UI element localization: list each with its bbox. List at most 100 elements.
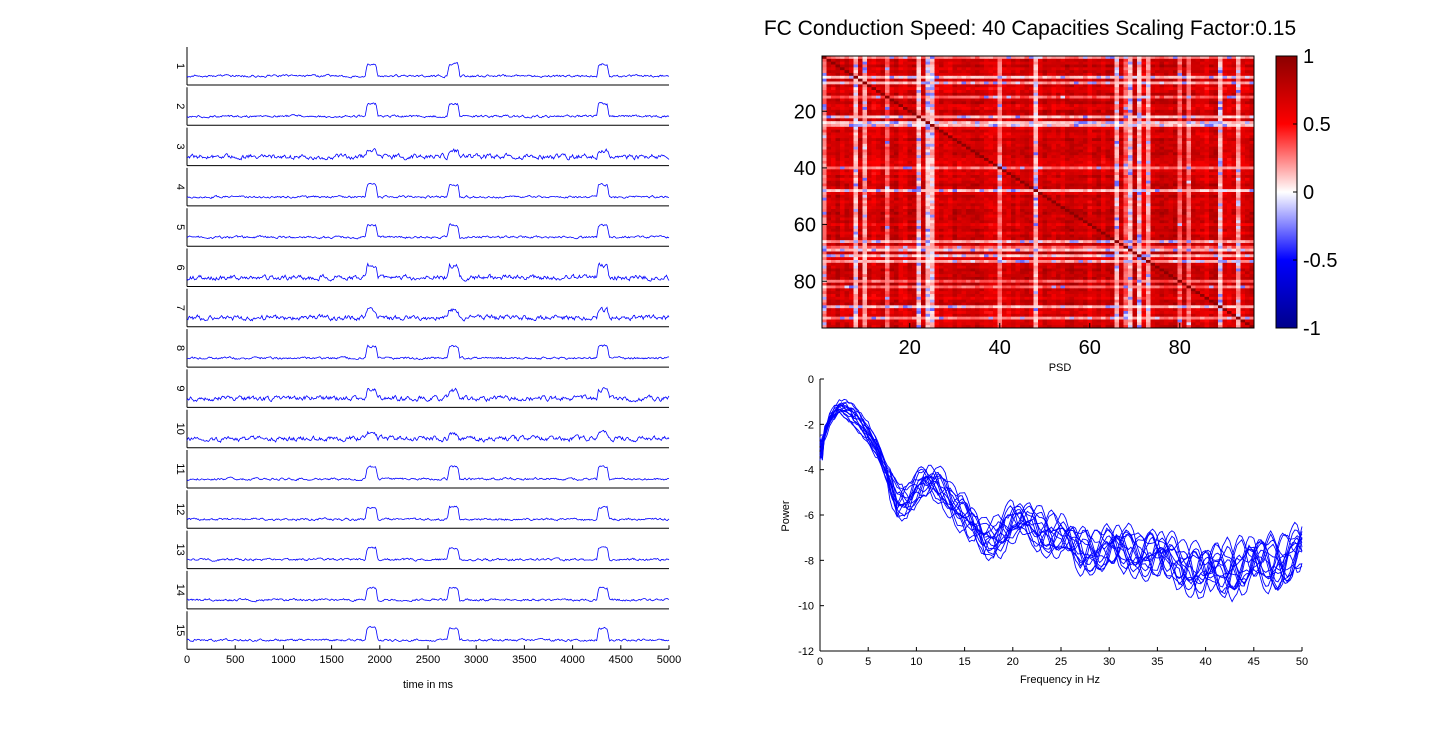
fc-cell xyxy=(1024,183,1030,187)
fc-cell xyxy=(1236,175,1241,179)
fc-cell xyxy=(898,95,904,99)
fc-cell xyxy=(993,197,998,201)
fc-cell xyxy=(1137,101,1142,105)
fc-cell xyxy=(1092,180,1097,184)
channel-axes: 13 xyxy=(174,530,670,570)
fc-cell xyxy=(1164,129,1169,133)
fc-cell xyxy=(957,180,962,184)
fc-cell xyxy=(1074,107,1079,111)
fc-cell xyxy=(1042,73,1048,77)
fc-cell xyxy=(975,87,980,91)
fc-cell xyxy=(1015,78,1021,82)
fc-cell xyxy=(1119,180,1124,184)
fc-cell xyxy=(1096,104,1102,108)
fc-cell xyxy=(1231,163,1237,167)
fc-cell xyxy=(1011,61,1016,65)
fc-cell xyxy=(1029,126,1034,131)
fc-cell xyxy=(1186,61,1192,65)
fc-cell xyxy=(1249,152,1255,156)
fc-cell xyxy=(1069,186,1075,190)
fc-cell xyxy=(975,70,980,74)
fc-cell xyxy=(993,155,998,159)
fc-cell xyxy=(952,87,958,91)
fc-cell xyxy=(1069,132,1075,136)
fc-cell xyxy=(1105,56,1111,60)
fc-cell xyxy=(898,189,904,193)
fc-cell xyxy=(849,118,854,122)
fc-cell xyxy=(1150,112,1156,116)
fc-cell xyxy=(1195,95,1201,99)
fc-cell xyxy=(907,135,913,139)
fc-cell xyxy=(943,180,949,184)
fc-cell xyxy=(862,70,868,74)
fc-cell xyxy=(1200,194,1205,199)
fc-cell xyxy=(858,135,863,139)
fc-cell xyxy=(1038,95,1043,99)
fc-cell xyxy=(1240,70,1246,74)
fc-cell xyxy=(993,166,998,170)
fc-cell xyxy=(1249,121,1255,125)
fc-cell xyxy=(1168,192,1174,196)
fc-cell xyxy=(1177,135,1183,139)
fc-cell xyxy=(1209,160,1214,165)
fc-cell xyxy=(1141,129,1147,133)
fc-cell xyxy=(835,95,841,99)
fc-cell xyxy=(876,169,881,173)
fc-cell xyxy=(997,98,1003,102)
fc-cell xyxy=(970,141,976,145)
fc-cell xyxy=(930,180,935,184)
fc-cell xyxy=(1155,98,1160,102)
fc-cell xyxy=(975,95,980,99)
fc-cell xyxy=(898,98,904,102)
fc-cell xyxy=(952,186,958,190)
fc-cell xyxy=(1204,155,1210,159)
fc-cell xyxy=(1227,155,1232,159)
fc-cell xyxy=(894,78,899,82)
fc-cell xyxy=(1218,58,1223,63)
fc-cell xyxy=(1173,172,1178,176)
fc-cell xyxy=(1096,67,1102,71)
fc-cell xyxy=(916,84,922,88)
fc-cell xyxy=(880,192,886,196)
fc-cell xyxy=(1020,104,1025,108)
fc-cell xyxy=(1092,138,1097,142)
fc-cell xyxy=(831,143,836,148)
fc-cell xyxy=(894,194,899,199)
fc-cell xyxy=(997,84,1003,88)
fc-cell xyxy=(1240,172,1246,176)
fc-cell xyxy=(1227,141,1232,145)
fc-cell xyxy=(1056,183,1061,187)
fc-cell xyxy=(1069,75,1075,80)
fc-cell xyxy=(1128,160,1133,165)
fc-cell xyxy=(1155,95,1160,99)
fc-cell xyxy=(1119,118,1124,122)
fc-cell xyxy=(1069,112,1075,116)
fc-cell xyxy=(1222,143,1228,148)
fc-cell xyxy=(1011,149,1016,153)
fc-cell xyxy=(984,118,989,122)
fc-cell xyxy=(1101,149,1106,153)
fc-cell xyxy=(1087,177,1093,182)
fc-cell xyxy=(1164,121,1169,125)
fc-cell xyxy=(835,67,841,71)
fc-cell xyxy=(1020,135,1025,139)
fc-cell xyxy=(1150,197,1156,201)
fc-cell xyxy=(961,126,967,131)
fc-cell xyxy=(835,192,841,196)
fc-cell xyxy=(858,67,863,71)
fc-cell xyxy=(1245,155,1250,159)
fc-cell xyxy=(1119,129,1124,133)
fc-cell xyxy=(1047,98,1052,102)
fc-cell xyxy=(1114,56,1120,60)
fc-cell xyxy=(871,138,877,142)
fc-cell xyxy=(1042,138,1048,142)
fc-cell xyxy=(1146,135,1151,139)
fc-cell xyxy=(1087,129,1093,133)
fc-cell xyxy=(912,177,917,182)
fc-cell xyxy=(1078,180,1084,184)
fc-cell xyxy=(921,160,926,165)
fc-cell xyxy=(1200,129,1205,133)
fc-cell xyxy=(1186,141,1192,145)
fc-cell xyxy=(1060,56,1066,60)
fc-cell xyxy=(907,75,913,80)
